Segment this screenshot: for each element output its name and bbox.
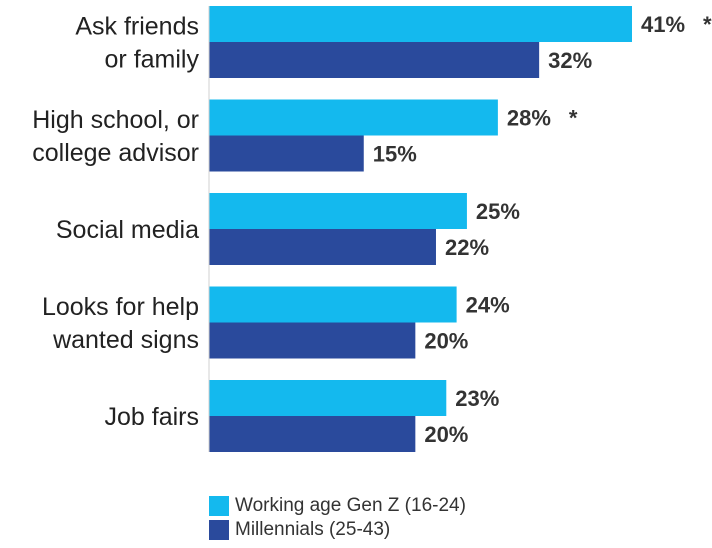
value-label: 24% [466,293,510,318]
category-label: Job fairs [105,403,199,431]
value-label: 15% [373,142,417,167]
significance-marker: * [569,106,578,131]
bar [209,99,498,136]
legend-label-gen-z: Working age Gen Z (16-24) [235,495,466,516]
legend-swatch-millennials [209,520,229,540]
bar [209,193,467,229]
value-label: 32% [548,48,592,73]
category-label: Social media [56,216,199,244]
bar [209,416,416,452]
bar [209,42,540,78]
value-label: 20% [424,422,468,447]
legend-label-millennials: Millennials (25-43) [235,519,391,540]
value-label: 41% [641,12,685,37]
value-label: 28% [507,106,551,131]
bar [209,380,447,416]
bar [209,286,457,323]
legend-swatch-gen-z [209,496,229,516]
legend-item-millennials: Millennials (25-43) [209,518,466,542]
legend-item-gen-z: Working age Gen Z (16-24) [209,494,466,518]
value-label: 25% [476,199,520,224]
legend: Working age Gen Z (16-24) Millennials (2… [209,494,466,542]
bar [209,6,632,42]
bar [209,322,416,359]
value-label: 22% [445,235,489,260]
category-label: Ask friends or family [75,13,199,74]
bar [209,135,364,172]
category-label: Looks for help wanted signs [42,293,199,354]
value-label: 23% [455,386,499,411]
bar-chart: Ask friends or family 41% * 32% High school, … [32,6,712,452]
significance-marker: * [703,12,712,37]
bar [209,229,436,265]
category-label: High school, or college advisor [32,106,199,167]
value-label: 20% [424,329,468,354]
